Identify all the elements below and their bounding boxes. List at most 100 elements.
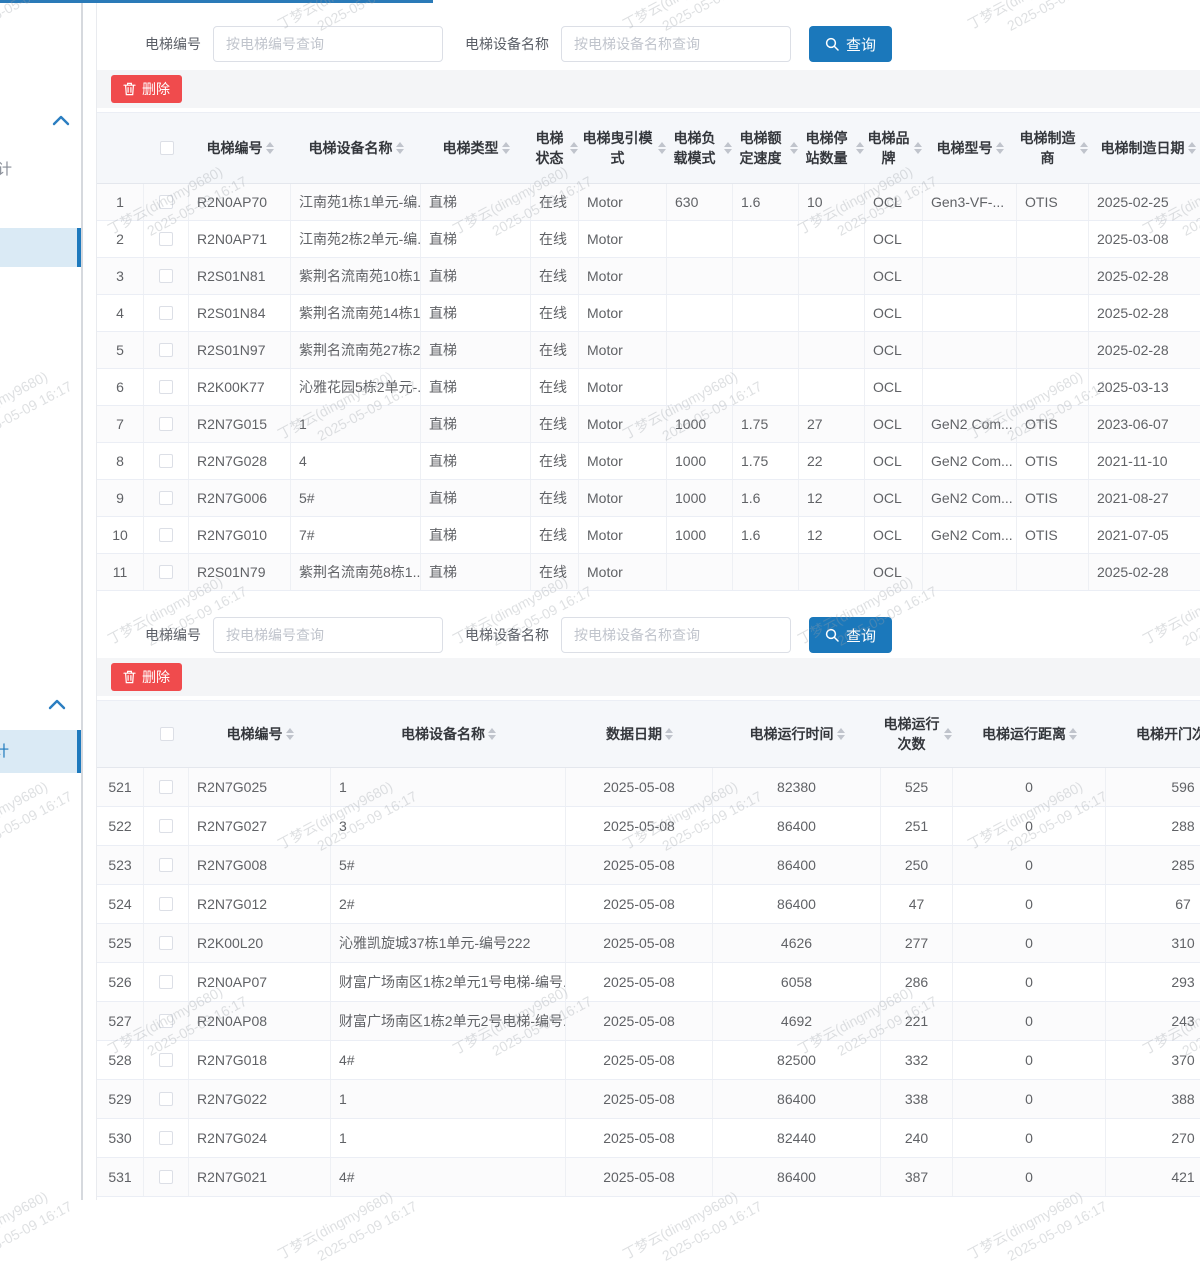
checkbox[interactable]: [159, 269, 173, 283]
column-header[interactable]: 电梯设备名称: [291, 113, 421, 183]
collapse-chevron-icon[interactable]: [52, 114, 70, 126]
sort-caret-icon[interactable]: [658, 142, 666, 154]
row-checkbox-cell[interactable]: [144, 369, 189, 405]
column-header[interactable]: 电梯编号: [189, 113, 291, 183]
column-header[interactable]: 电梯开门次数: [1106, 701, 1200, 767]
sort-caret-icon[interactable]: [995, 142, 1004, 154]
checkbox[interactable]: [159, 1131, 173, 1145]
row-checkbox-cell[interactable]: [144, 885, 189, 923]
checkbox[interactable]: [159, 1092, 173, 1106]
column-header[interactable]: 电梯制造日期: [1089, 113, 1200, 183]
table-row[interactable]: 11 R2S01N79 紫荆名流南苑8栋1... 直梯 在线 Motor OCL 2025-0…: [97, 554, 1200, 591]
row-checkbox-cell[interactable]: [144, 963, 189, 1001]
table-row[interactable]: 524 R2N7G012 2# 2025-05-08 86400 47 0 67: [97, 885, 1200, 924]
column-header[interactable]: 电梯状态: [531, 113, 579, 183]
row-checkbox-cell[interactable]: [144, 1002, 189, 1040]
row-checkbox-cell[interactable]: [144, 221, 189, 257]
column-header[interactable]: 电梯设备名称: [331, 701, 566, 767]
collapse-chevron-icon[interactable]: [48, 698, 66, 710]
checkbox[interactable]: [159, 1170, 173, 1184]
table-row[interactable]: 4 R2S01N84 紫荆名流南苑14栋1... 直梯 在线 Motor OCL 2025-0…: [97, 295, 1200, 332]
checkbox[interactable]: [159, 232, 173, 246]
column-header[interactable]: 电梯编号: [189, 701, 331, 767]
row-checkbox-cell[interactable]: [144, 768, 189, 806]
checkbox[interactable]: [159, 491, 173, 505]
row-checkbox-cell[interactable]: [144, 1041, 189, 1079]
table-row[interactable]: 528 R2N7G018 4# 2025-05-08 82500 332 0 370: [97, 1041, 1200, 1080]
row-checkbox-cell[interactable]: [144, 480, 189, 516]
table-row[interactable]: 9 R2N7G006 5# 直梯 在线 Motor 1000 1.6 12 OCL GeN2 Com…: [97, 480, 1200, 517]
table-row[interactable]: 2 R2N0AP71 江南苑2栋2单元-编... 直梯 在线 Motor OCL 2025-0…: [97, 221, 1200, 258]
query-button[interactable]: 查询: [809, 26, 893, 62]
row-checkbox-cell[interactable]: [144, 1158, 189, 1196]
column-header[interactable]: 电梯品牌: [865, 113, 923, 183]
checkbox[interactable]: [159, 454, 173, 468]
table-row[interactable]: 6 R2K00K77 沁雅花园5栋2单元-... 直梯 在线 Motor OCL 2025-0…: [97, 369, 1200, 406]
row-checkbox-cell[interactable]: [144, 517, 189, 553]
table-row[interactable]: 523 R2N7G008 5# 2025-05-08 86400 250 0 285: [97, 846, 1200, 885]
sort-caret-icon[interactable]: [265, 142, 274, 154]
sort-caret-icon[interactable]: [395, 142, 404, 154]
sort-caret-icon[interactable]: [790, 142, 798, 154]
column-header[interactable]: 电梯停站数量: [799, 113, 865, 183]
table-row[interactable]: 10 R2N7G010 7# 直梯 在线 Motor 1000 1.6 12 OCL GeN2 Co…: [97, 517, 1200, 554]
checkbox[interactable]: [159, 727, 174, 741]
row-checkbox-cell[interactable]: [144, 406, 189, 442]
checkbox[interactable]: [159, 343, 173, 357]
column-header[interactable]: 电梯曳引模式: [579, 113, 667, 183]
elevator-code-input[interactable]: [213, 26, 443, 62]
checkbox[interactable]: [159, 858, 173, 872]
row-checkbox-cell[interactable]: [144, 295, 189, 331]
elevator-code-input[interactable]: [213, 617, 443, 653]
column-header[interactable]: 电梯运行次数: [881, 701, 953, 767]
row-checkbox-cell[interactable]: [144, 924, 189, 962]
table-row[interactable]: 527 R2N0AP08 财富广场南区1栋2单元2号电梯-编号... 2025-05-…: [97, 1002, 1200, 1041]
sort-caret-icon[interactable]: [285, 728, 294, 740]
sort-caret-icon[interactable]: [836, 728, 845, 740]
row-checkbox-cell[interactable]: [144, 807, 189, 845]
sort-caret-icon[interactable]: [488, 728, 496, 740]
sort-caret-icon[interactable]: [1069, 728, 1077, 740]
row-checkbox-cell[interactable]: [144, 554, 189, 590]
column-header[interactable]: 电梯型号: [923, 113, 1017, 183]
table-row[interactable]: 3 R2S01N81 紫荆名流南苑10栋1... 直梯 在线 Motor OCL 2025-0…: [97, 258, 1200, 295]
sidebar-selected-item[interactable]: 计: [0, 730, 81, 773]
checkbox[interactable]: [159, 975, 173, 989]
column-header[interactable]: 电梯负载模式: [667, 113, 733, 183]
sort-caret-icon[interactable]: [570, 142, 578, 154]
sort-caret-icon[interactable]: [914, 142, 922, 154]
column-header[interactable]: 电梯制造商: [1017, 113, 1089, 183]
sort-caret-icon[interactable]: [665, 728, 673, 740]
column-header[interactable]: 电梯额定速度: [733, 113, 799, 183]
row-checkbox-cell[interactable]: [144, 258, 189, 294]
table-row[interactable]: 530 R2N7G024 1 2025-05-08 82440 240 0 270: [97, 1119, 1200, 1158]
sort-caret-icon[interactable]: [724, 142, 732, 154]
checkbox[interactable]: [159, 417, 173, 431]
table-row[interactable]: 521 R2N7G025 1 2025-05-08 82380 525 0 596: [97, 768, 1200, 807]
table-row[interactable]: 525 R2K00L20 沁雅凯旋城37栋1单元-编号222 2025-05-08 46…: [97, 924, 1200, 963]
row-checkbox-cell[interactable]: [144, 184, 189, 220]
select-all-checkbox[interactable]: [144, 701, 189, 767]
row-checkbox-cell[interactable]: [144, 846, 189, 884]
column-header[interactable]: 电梯类型: [421, 113, 531, 183]
select-all-checkbox[interactable]: [144, 113, 189, 183]
checkbox[interactable]: [159, 897, 173, 911]
table-row[interactable]: 526 R2N0AP07 财富广场南区1栋2单元1号电梯-编号... 2025-05-…: [97, 963, 1200, 1002]
column-header[interactable]: 电梯运行距离: [953, 701, 1106, 767]
table-row[interactable]: 531 R2N7G021 4# 2025-05-08 86400 387 0 421: [97, 1158, 1200, 1197]
table-row[interactable]: 529 R2N7G022 1 2025-05-08 86400 338 0 388: [97, 1080, 1200, 1119]
checkbox[interactable]: [159, 936, 173, 950]
query-button[interactable]: 查询: [809, 617, 893, 653]
column-header[interactable]: 电梯运行时间: [713, 701, 881, 767]
sort-caret-icon[interactable]: [1187, 142, 1196, 154]
row-checkbox-cell[interactable]: [144, 443, 189, 479]
delete-button[interactable]: 删除: [111, 663, 182, 691]
checkbox[interactable]: [159, 380, 173, 394]
sort-caret-icon[interactable]: [1080, 142, 1088, 154]
table-row[interactable]: 7 R2N7G015 1 直梯 在线 Motor 1000 1.75 27 OCL GeN2 Com…: [97, 406, 1200, 443]
sort-caret-icon[interactable]: [856, 142, 864, 154]
checkbox[interactable]: [159, 565, 173, 579]
checkbox[interactable]: [159, 1014, 173, 1028]
checkbox[interactable]: [159, 819, 173, 833]
row-checkbox-cell[interactable]: [144, 332, 189, 368]
